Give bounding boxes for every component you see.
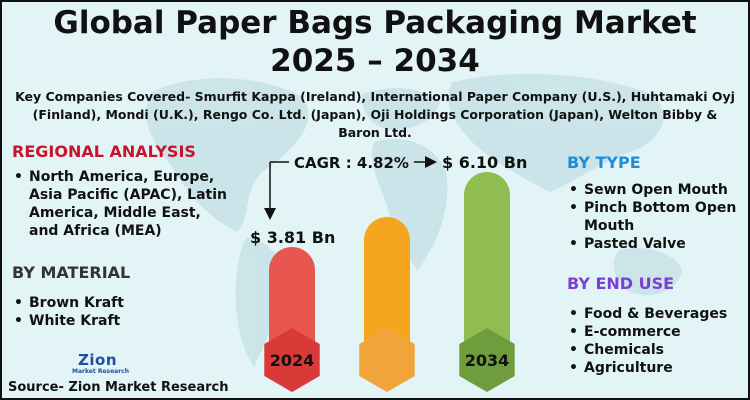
key-companies-text: Key Companies Covered- Smurfit Kappa (Ir…: [15, 89, 735, 140]
material-item: Brown Kraft: [12, 294, 212, 312]
end-use-item: Chemicals: [567, 341, 742, 359]
by-end-use-heading: BY END USE: [567, 274, 675, 293]
value-label-2024: $ 3.81 Bn: [250, 228, 336, 247]
type-item: Pinch Bottom Open Mouth: [567, 199, 737, 235]
bar-middle: [364, 217, 410, 360]
logo-subtitle: Market Research: [72, 368, 129, 375]
end-use-item: Agriculture: [567, 359, 742, 377]
by-type-heading: BY TYPE: [567, 153, 641, 172]
logo-name: Zion: [78, 351, 118, 369]
material-list: Brown Kraft White Kraft: [12, 294, 212, 330]
title-line-1: Global Paper Bags Packaging Market: [53, 5, 697, 41]
main-title: Global Paper Bags Packaging Market 2025 …: [2, 4, 748, 80]
cagr-label: CAGR : 4.82%: [294, 154, 409, 172]
regional-analysis-heading: REGIONAL ANALYSIS: [12, 142, 196, 161]
bar-2024-hexagon: [264, 328, 320, 392]
title-line-2: 2025 – 2034: [270, 43, 480, 79]
type-item: Sewn Open Mouth: [567, 181, 737, 199]
type-item: Pasted Valve: [567, 235, 737, 253]
regional-list: North America, Europe, Asia Pacific (APA…: [12, 168, 227, 240]
regional-item: North America, Europe, Asia Pacific (APA…: [12, 168, 227, 240]
bar-middle-hexagon: [359, 328, 415, 392]
end-use-item: Food & Beverages: [567, 305, 742, 323]
bar-2024: [269, 247, 315, 360]
material-item: White Kraft: [12, 312, 212, 330]
source-text: Source- Zion Market Research: [8, 380, 229, 395]
value-label-2034: $ 6.10 Bn: [442, 153, 528, 172]
by-material-heading: BY MATERIAL: [12, 263, 131, 282]
tick-label-2024: 2024: [270, 351, 315, 370]
end-use-list: Food & Beverages E-commerce Chemicals Ag…: [567, 305, 742, 377]
type-list: Sewn Open Mouth Pinch Bottom Open Mouth …: [567, 181, 737, 253]
end-use-item: E-commerce: [567, 323, 742, 341]
zion-logo: Zion Market Research: [72, 351, 152, 380]
tick-label-2034: 2034: [465, 351, 510, 370]
bar-2034-hexagon: [459, 328, 515, 392]
bar-2034: [464, 172, 510, 360]
